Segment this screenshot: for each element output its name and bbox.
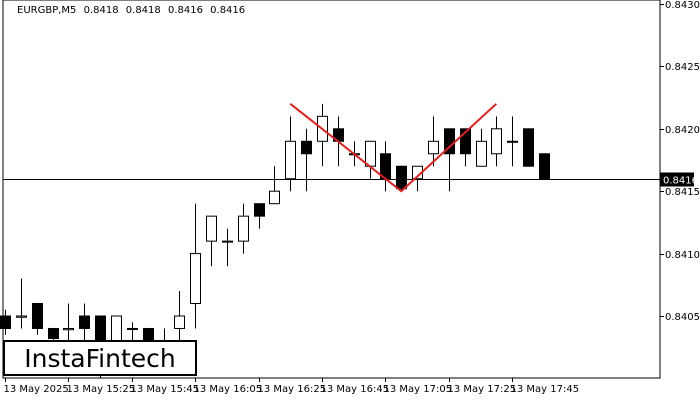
candle-bearish xyxy=(396,165,407,190)
x-tick-label: 13 May 15:45 xyxy=(131,384,200,395)
candle-bullish xyxy=(222,240,233,243)
candle-bearish xyxy=(460,128,471,155)
open-value: 0.8418 xyxy=(83,5,119,16)
current-price-box xyxy=(660,172,694,187)
y-tick-label: 0.8415 xyxy=(665,187,700,198)
candle-bearish xyxy=(539,153,550,180)
x-tick-label: 13 May 16:05 xyxy=(194,384,263,395)
close-value: 0.8416 xyxy=(210,5,246,16)
plot-frame xyxy=(2,0,661,379)
candle-bearish xyxy=(32,303,43,329)
candle-bullish xyxy=(428,140,439,155)
chart-header: EURGBP,M5 0.8418 0.8418 0.8416 0.8416 xyxy=(17,5,249,16)
candle-bullish xyxy=(206,215,217,242)
candle-bullish xyxy=(476,140,487,167)
candle-bullish xyxy=(507,140,518,143)
symbol-label: EURGBP,M5 xyxy=(17,5,77,16)
candle-bullish xyxy=(16,315,27,318)
high-value: 0.8418 xyxy=(125,5,161,16)
current-price-label: 0.8416 xyxy=(663,176,698,187)
logo-text: InstaFintech xyxy=(24,343,176,373)
y-tick-label: 0.8405 xyxy=(665,312,700,323)
y-tick-label: 0.8420 xyxy=(665,125,700,136)
candle-bearish xyxy=(0,315,11,329)
candle-bullish xyxy=(190,253,201,305)
low-value: 0.8416 xyxy=(167,5,203,16)
candle-bullish xyxy=(63,327,74,331)
candle-bullish xyxy=(365,140,376,167)
x-tick-label: 13 May 17:25 xyxy=(448,384,517,395)
candle-bullish xyxy=(174,315,185,329)
candle-bearish xyxy=(48,327,59,339)
candle-bullish xyxy=(285,140,296,180)
x-tick-label: 13 May 16:25 xyxy=(258,384,327,395)
y-tick-label: 0.8430 xyxy=(665,0,700,11)
y-tick-label: 0.8425 xyxy=(665,62,700,73)
x-tick-label: 13 May 17:45 xyxy=(511,384,580,395)
double-top-pattern-line xyxy=(289,103,497,193)
candle-bullish xyxy=(127,327,138,330)
candle-bullish xyxy=(111,315,122,342)
x-tick-label: 13 May 15:25 xyxy=(67,384,136,395)
candle-bullish xyxy=(238,215,249,242)
candle-bearish xyxy=(301,140,312,155)
instafintech-logo: InstaFintech xyxy=(3,340,197,376)
candle-bearish xyxy=(79,315,90,329)
x-tick-label: 13 May 17:05 xyxy=(384,384,453,395)
candle-bearish xyxy=(523,128,534,167)
x-tick-label: 13 May 16:45 xyxy=(321,384,390,395)
y-tick-label: 0.8410 xyxy=(665,250,700,261)
candle-bullish xyxy=(269,190,280,205)
x-tick-label: 13 May 2025 xyxy=(4,384,69,395)
candle-bearish xyxy=(254,203,265,217)
candle-bullish xyxy=(491,128,502,155)
